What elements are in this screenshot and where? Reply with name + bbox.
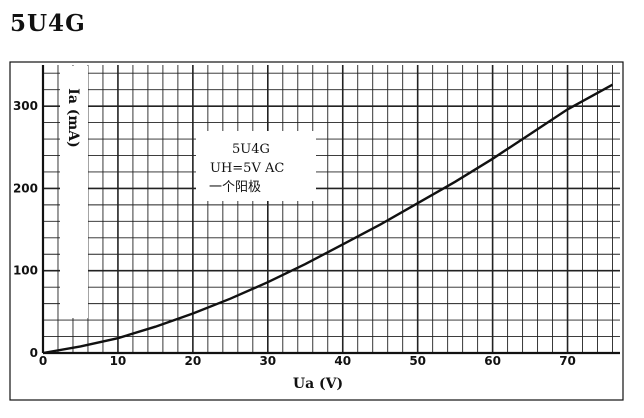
x-axis-label: Ua (V) — [293, 376, 343, 392]
page-title: 5U4G — [10, 10, 86, 37]
y-tick-label: 0 — [30, 346, 38, 360]
y-axis-label: Ia (mA) — [65, 88, 81, 147]
annotation-line-1: 5U4G — [232, 142, 270, 157]
x-tick-label: 60 — [484, 354, 501, 368]
y-tick-labels: 0 100 200 300 — [13, 99, 38, 360]
x-tick-label: 0 — [39, 354, 47, 368]
annotation-line-2: UH=5V AC — [210, 161, 284, 176]
grid — [43, 65, 620, 353]
x-tick-label: 50 — [409, 354, 426, 368]
x-tick-label: 10 — [110, 354, 127, 368]
axes — [41, 65, 620, 355]
annotation-box — [196, 131, 316, 201]
x-tick-label: 70 — [559, 354, 576, 368]
x-tick-labels: 0 10 20 30 40 50 60 70 — [39, 354, 576, 368]
plot-area — [43, 65, 620, 353]
x-tick-label: 30 — [259, 354, 276, 368]
series-line — [42, 83, 614, 355]
annotation-line-3: 一个阳极 — [209, 180, 261, 195]
ylabel-strip — [60, 66, 88, 318]
x-tick-label: 20 — [185, 354, 202, 368]
y-tick-label: 100 — [13, 264, 38, 278]
y-tick-label: 200 — [13, 181, 38, 195]
y-tick-label: 300 — [13, 99, 38, 113]
x-tick-label: 40 — [334, 354, 351, 368]
